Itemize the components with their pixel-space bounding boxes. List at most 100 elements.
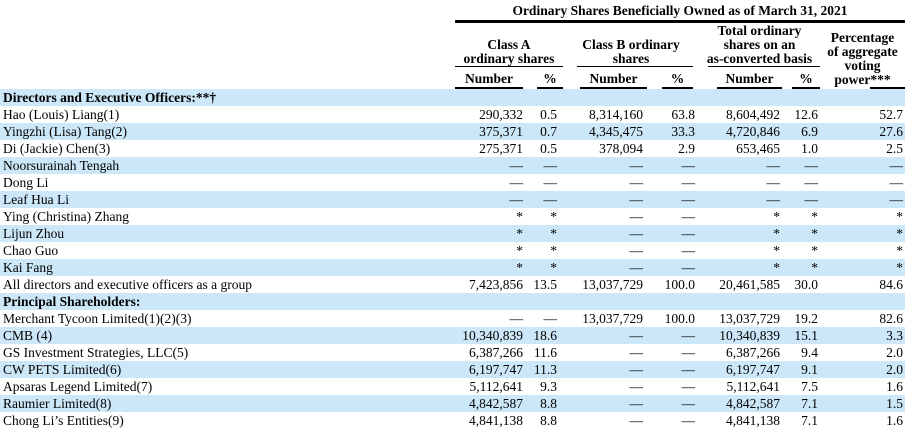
cell-value: 2.9 [678,141,695,156]
cell-value [563,293,647,310]
cell-value: — [681,243,696,258]
cell-value: * [896,209,903,224]
row-label: Chao Guo [3,243,59,258]
row-label: Merchant Tycoon Limited(1)(2)(3) [3,311,192,326]
cell-value [820,293,905,310]
cell-value: 290,332 [479,107,523,122]
cell-value: — [543,311,558,326]
cell-value: 0.5 [540,107,557,122]
cell-value: 10,340,839 [719,328,780,343]
cell-value: * [811,243,818,258]
table-header: Ordinary Shares Beneficially Owned as of… [0,0,905,89]
row-label: Dong Li [3,175,49,190]
cell-value: — [681,413,696,428]
header-spacer [0,67,455,89]
col-header-class-a-percent: % [525,67,563,89]
cell-value [455,89,525,106]
cell-value: 8.8 [540,413,557,428]
cell-value [563,89,647,106]
cell-value: 0.7 [540,124,557,139]
cell-value: 1.5 [886,396,903,411]
cell-value: 1.6 [886,413,903,428]
col-header-total-percent: % [784,67,820,89]
table-row: Chong Li’s Entities(9) 4,841,138 8.8 — — 4,84… [0,412,905,429]
cell-value: 2.0 [886,362,903,377]
cell-value: — [629,413,644,428]
table-row: Yingzhi (Lisa) Tang(2) 375,371 0.7 4,345,47… [0,123,905,140]
cell-value [784,89,820,106]
column-underline [870,87,905,89]
cell-value [699,293,784,310]
cell-value: — [681,328,696,343]
col-header-total-number: Number [699,67,784,89]
cell-value: — [681,260,696,275]
cell-value [525,293,563,310]
cell-value [647,89,699,106]
col-group-class-b-shares: Class B ordinary shares [563,22,699,67]
cell-value: 2.5 [886,141,903,156]
cell-value: 275,371 [479,141,523,156]
row-label: Kai Fang [3,260,53,275]
cell-value: 13,037,729 [582,277,643,292]
cell-value: 8,604,492 [726,107,780,122]
table-row: CW PETS Limited(6) 6,197,747 11.3 — — 6,197,7… [0,361,905,378]
cell-value: 15.1 [794,328,818,343]
cell-value: 7.1 [801,396,818,411]
cell-value: * [896,243,903,258]
table-row: Leaf Hua Li — — — — — — — [0,191,905,208]
cell-value: 7.5 [801,379,818,394]
cell-value: 6.9 [801,124,818,139]
cell-value: 9.1 [801,362,818,377]
cell-value: 12.6 [794,107,818,122]
row-label: Di (Jackie) Chen(3) [3,141,111,156]
cell-value: — [681,158,696,173]
cell-value: * [896,260,903,275]
cell-value [455,293,525,310]
cell-value: * [811,209,818,224]
cell-value: — [681,379,696,394]
cell-value: — [629,345,644,360]
header-spacer [0,22,455,68]
cell-value: * [550,226,557,241]
cell-value [784,293,820,310]
group-underline [455,66,563,67]
cell-value: 6,197,747 [726,362,780,377]
cell-value: 63.8 [671,107,695,122]
cell-value: — [543,175,558,190]
cell-value: — [681,209,696,224]
cell-value: 1.0 [801,141,818,156]
table-row: Chao Guo * * — — * * * [0,242,905,259]
cell-value: 11.3 [533,362,557,377]
row-label: Chong Li’s Entities(9) [3,413,124,428]
cell-value: 100.0 [664,311,695,326]
cell-value: — [889,158,904,173]
cell-value: — [629,209,644,224]
cell-value: * [550,243,557,258]
table-body: Directors and Executive Officers:**† Hao … [0,89,905,429]
cell-value: 19.2 [794,311,818,326]
cell-value: 10,340,839 [462,328,523,343]
cell-value: — [629,260,644,275]
section-header-row: Principal Shareholders: [0,293,905,310]
cell-value: 20,461,585 [719,277,780,292]
table-row: Ying (Christina) Zhang * * — — * * * [0,208,905,225]
cell-value: — [509,192,524,207]
col-header-class-b-percent: % [647,67,699,89]
table-row: Kai Fang * * — — * * * [0,259,905,276]
col-group-label-line: power*** [834,72,891,87]
cell-value: 375,371 [479,124,523,139]
cell-value: 653,465 [736,141,780,156]
cell-value: — [804,158,819,173]
cell-value: 52.7 [879,107,903,122]
cell-value: 33.3 [671,124,695,139]
table-row: Raumier Limited(8) 4,842,587 8.8 — — 4,842,58… [0,395,905,412]
col-group-label-line: Class B ordinary [582,37,680,52]
cell-value: 4,720,846 [726,124,780,139]
cell-value: 8.8 [540,396,557,411]
cell-value: 5,112,641 [726,379,781,394]
col-header-class-a-number: Number [455,67,525,89]
cell-value: 9.4 [801,345,818,360]
row-label: Hao (Louis) Liang(1) [3,107,120,122]
cell-value: — [766,192,781,207]
cell-value: 1.6 [886,379,903,394]
